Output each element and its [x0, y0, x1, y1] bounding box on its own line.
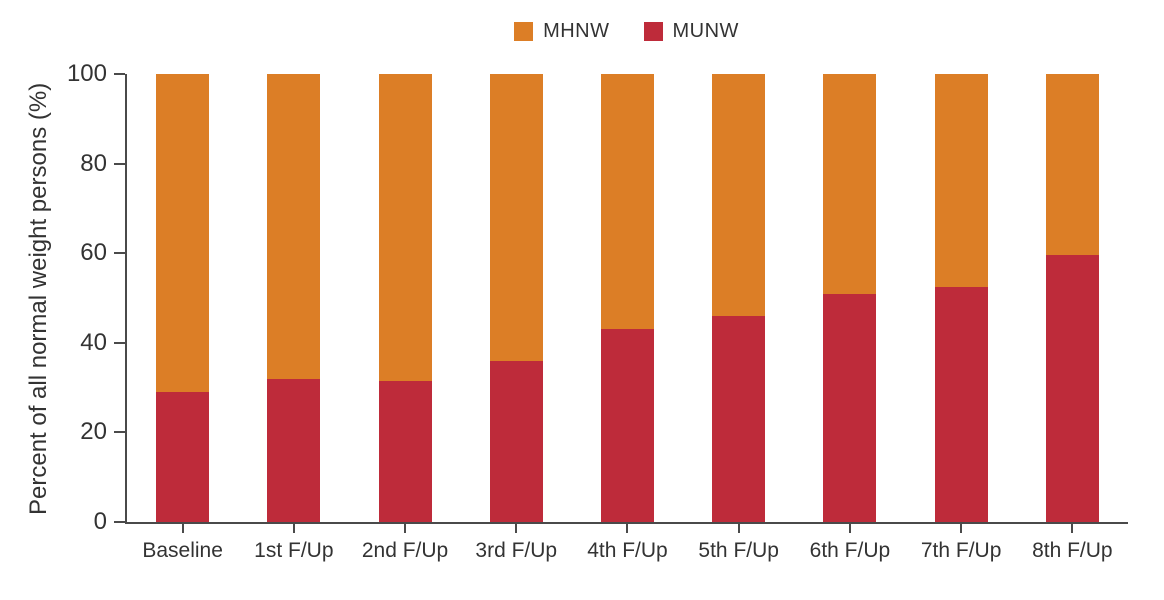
bar-slot [461, 74, 572, 522]
x-tick-label: 8th F/Up [1032, 539, 1113, 562]
x-tick-label: 3rd F/Up [475, 539, 558, 562]
stacked-bar [1045, 74, 1099, 522]
bars-container [127, 74, 1128, 522]
x-tick-mark [572, 524, 683, 535]
plot-area: 0 20 40 60 80 100 Baseline 1st F/Up 2nd F/Up 3rd… [67, 61, 1128, 562]
y-tick-mark [114, 162, 125, 165]
legend-label: MUNW [672, 19, 739, 42]
stacked-bar [489, 74, 543, 522]
y-tick-label: 20 [80, 418, 107, 446]
bar-slot [1017, 74, 1128, 522]
stacked-bar [600, 74, 654, 522]
x-tick-label: 5th F/Up [698, 539, 779, 562]
y-tick-label: 0 [93, 508, 107, 535]
x-tick-mark [461, 524, 572, 535]
bar-segment-mhnw [378, 74, 432, 381]
bar-segment-munw [489, 360, 543, 522]
legend-label: MHNW [543, 19, 610, 42]
chart-legend: MHNW MUNW [125, 20, 1128, 42]
bar-segment-munw [156, 392, 210, 522]
bar-slot [572, 74, 683, 522]
bar-segment-munw [378, 380, 432, 522]
stacked-bar [378, 74, 432, 522]
bar-slot [683, 74, 794, 522]
y-tick-mark [114, 73, 125, 75]
y-tick-mark [114, 521, 125, 523]
y-tick-label: 80 [80, 149, 107, 177]
legend-swatch-munw [643, 21, 663, 41]
x-axis-labels: Baseline 1st F/Up 2nd F/Up 3rd F/Up 4th F/Up… [127, 539, 1128, 563]
bar-segment-munw [712, 315, 766, 522]
x-tick-label: 4th F/Up [587, 539, 668, 562]
x-tick-label: 7th F/Up [920, 539, 1002, 562]
y-tick-label: 60 [80, 239, 107, 267]
stacked-bar [156, 74, 210, 522]
stacked-bar [934, 74, 988, 522]
stacked-bar [823, 74, 877, 522]
y-tick-label: 100 [66, 60, 107, 87]
x-tick-mark [238, 524, 349, 535]
y-tick-mark [114, 341, 125, 344]
x-tick-label: Baseline [142, 539, 223, 562]
bar-segment-munw [600, 329, 654, 522]
x-tick-mark [1017, 524, 1128, 535]
bar-segment-mhnw [1045, 74, 1099, 256]
bar-segment-munw [1045, 255, 1099, 522]
y-axis-title: Percent of all normal weight persons (%) [25, 82, 52, 516]
bar-segment-munw [934, 286, 988, 522]
y-tick-label: 40 [80, 328, 107, 356]
bar-segment-mhnw [823, 74, 877, 294]
bar-slot [794, 74, 905, 522]
x-tick-mark [683, 524, 794, 535]
stacked-bar [712, 74, 766, 522]
y-tick-mark [114, 431, 125, 434]
bar-segment-mhnw [489, 74, 543, 361]
x-axis-ticks [127, 524, 1128, 535]
legend-item-mhnw: MHNW [514, 20, 609, 43]
y-tick-mark [114, 252, 125, 255]
x-tick-mark [349, 524, 460, 535]
legend-item-munw: MUNW [643, 19, 739, 43]
y-axis-ticks: 0 20 40 60 80 100 [67, 61, 1128, 535]
x-tick-label: 2nd F/Up [361, 539, 449, 562]
bar-segment-mhnw [934, 74, 988, 287]
bar-segment-mhnw [600, 74, 654, 330]
bar-segment-mhnw [712, 74, 766, 316]
x-tick-mark [906, 524, 1017, 535]
bar-slot [349, 74, 460, 522]
stacked-bar [267, 74, 321, 522]
x-tick-label: 1st F/Up [254, 539, 334, 562]
x-tick-label: 6th F/Up [809, 539, 891, 562]
x-tick-mark [794, 524, 905, 535]
x-tick-mark [127, 524, 238, 535]
bar-segment-mhnw [267, 74, 321, 379]
bar-slot [127, 74, 238, 522]
bar-segment-munw [823, 293, 877, 522]
legend-swatch-mhnw [514, 21, 534, 41]
bar-slot [906, 74, 1017, 522]
bar-slot [238, 74, 349, 522]
bar-segment-mhnw [156, 74, 210, 393]
bar-segment-munw [267, 378, 321, 522]
